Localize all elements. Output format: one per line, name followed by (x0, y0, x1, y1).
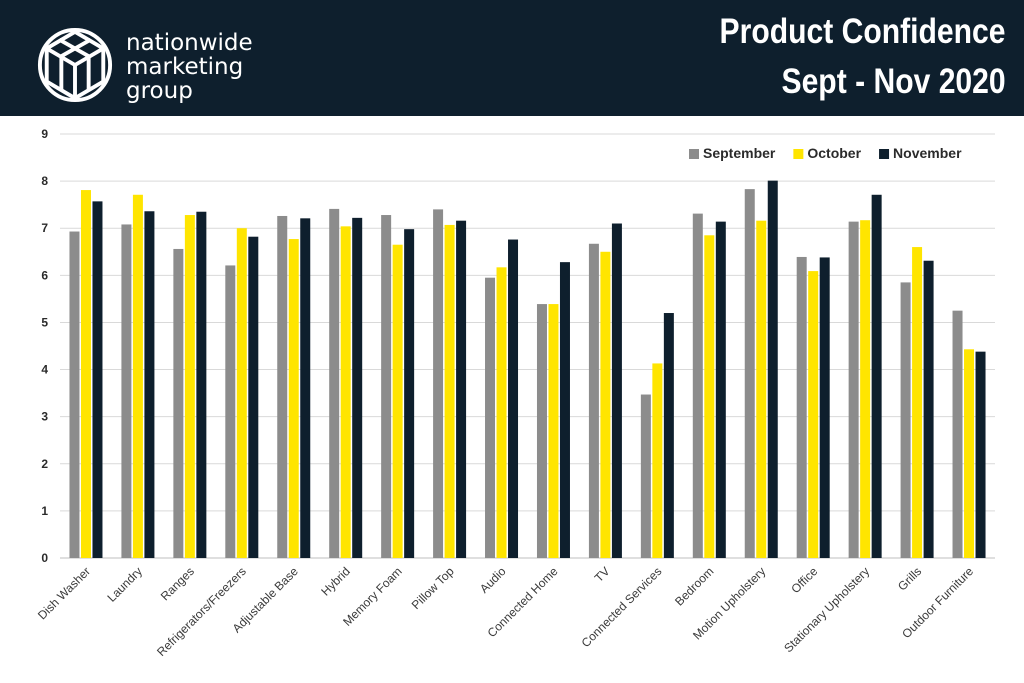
bar (381, 215, 392, 558)
bar (756, 220, 767, 558)
bar (184, 215, 195, 558)
y-axis: 0 1 2 3 4 5 6 7 8 9 (41, 127, 48, 565)
bar (796, 256, 807, 558)
x-tick-label: Grills (895, 564, 924, 593)
y-tick-label: 3 (41, 410, 48, 424)
x-tick-label: Hybrid (318, 564, 352, 598)
y-tick-label: 0 (41, 551, 48, 565)
bar (132, 194, 143, 559)
legend: September October November (689, 145, 962, 161)
bar (392, 244, 403, 558)
bar (144, 211, 155, 559)
bar (352, 217, 363, 558)
bar (640, 394, 651, 558)
bar (663, 313, 674, 558)
y-tick-label: 7 (41, 221, 48, 235)
brand-name-line-3: group (126, 78, 193, 104)
y-tick-label: 4 (41, 363, 48, 377)
y-tick-label: 6 (41, 268, 48, 282)
bar (611, 223, 622, 558)
bar (548, 304, 559, 558)
bars (69, 180, 986, 559)
bar (964, 349, 975, 558)
x-tick-label: TV (592, 564, 613, 585)
bar (704, 235, 715, 558)
bar (692, 213, 703, 558)
legend-label: November (893, 145, 962, 161)
bar (600, 251, 611, 558)
bar (236, 228, 247, 558)
cube-polyhedron-icon (37, 27, 113, 103)
y-tick-label: 5 (41, 315, 48, 329)
brand-name-line-2: marketing (126, 54, 244, 80)
bar (871, 194, 882, 559)
y-tick-label: 1 (41, 504, 48, 518)
brand-name-line-1: nationwide (126, 30, 253, 56)
bar (92, 201, 103, 558)
bar (444, 224, 455, 558)
bar (196, 211, 207, 558)
bar (559, 262, 570, 558)
x-axis: Dish Washer Laundry RangesRefrigerators/Fr… (35, 564, 976, 659)
gridlines (60, 133, 995, 559)
bar (248, 236, 259, 559)
header-banner: nationwide marketing group Product Confi… (0, 0, 1024, 116)
legend-label: October (807, 145, 861, 161)
bar (288, 239, 299, 558)
bar (848, 221, 859, 559)
x-tick-label: Ranges (158, 564, 197, 603)
x-tick-label: Pillow Top (409, 564, 457, 612)
bar (80, 190, 91, 558)
bar (536, 304, 547, 558)
bar (277, 215, 288, 558)
bar (808, 271, 819, 558)
bar (975, 351, 986, 558)
bar (121, 224, 132, 558)
bar (900, 282, 911, 558)
legend-swatch (879, 149, 890, 159)
page-subtitle: Sept - Nov 2020 (781, 62, 1006, 101)
bar (456, 220, 467, 558)
x-tick-label: Audio (477, 564, 509, 596)
bar (404, 229, 415, 559)
x-tick-label: Laundry (104, 564, 145, 605)
legend-swatch (689, 149, 699, 159)
x-tick-label: Office (788, 564, 820, 596)
bar (588, 243, 599, 558)
bar (715, 221, 726, 559)
bar (225, 265, 236, 558)
bar (508, 239, 519, 558)
bar-chart: 0 1 2 3 4 5 6 7 8 9 Dish Washer Laundry RangesRefri… (35, 127, 995, 659)
x-tick-label: Dish Washer (35, 564, 93, 622)
x-tick-label: Bedroom (672, 564, 716, 608)
y-tick-label: 2 (41, 457, 48, 471)
bar (912, 247, 923, 559)
bar (652, 363, 663, 558)
x-tick-label: Refrigerators/Freezers (154, 564, 249, 659)
bar (819, 257, 830, 558)
bar (69, 231, 80, 558)
bar (952, 310, 963, 558)
bar (173, 248, 184, 558)
legend-swatch (793, 149, 804, 159)
bar (300, 218, 311, 558)
bar (767, 180, 778, 558)
x-tick-label: Connected Services (579, 564, 665, 650)
bar (923, 260, 934, 558)
bar (340, 226, 351, 558)
y-tick-label: 8 (41, 174, 48, 188)
y-tick-label: 9 (41, 127, 48, 141)
bar (496, 267, 507, 558)
bar (329, 208, 340, 558)
legend-label: September (703, 145, 776, 161)
bar (433, 209, 444, 558)
bar (860, 220, 871, 559)
bar (744, 189, 755, 558)
x-tick-label: Stationary Upholstery (781, 564, 872, 655)
page-title: Product Confidence (720, 12, 1006, 51)
bar (485, 277, 496, 558)
